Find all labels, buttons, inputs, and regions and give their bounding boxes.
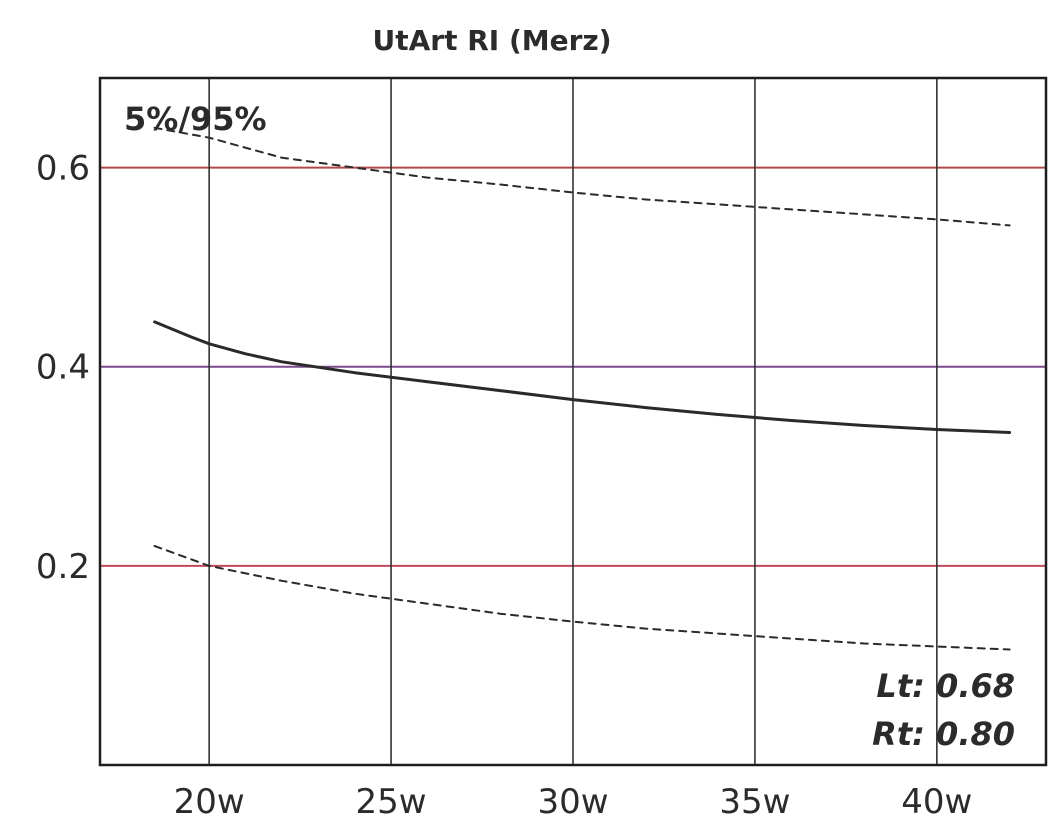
rt-annotation: Rt: 0.80 bbox=[872, 715, 1015, 753]
x-tick-label: 40w bbox=[901, 782, 972, 822]
x-tick-label: 35w bbox=[719, 782, 790, 822]
x-axis-ticks: 20w 25w 30w 35w 40w bbox=[174, 782, 973, 822]
percentile-annotation: 5%/95% bbox=[124, 100, 267, 138]
y-axis-ticks: 0.2 0.4 0.6 bbox=[36, 149, 90, 587]
x-tick-label: 30w bbox=[537, 782, 608, 822]
median-line bbox=[153, 320, 1012, 434]
x-tick-label: 25w bbox=[356, 782, 427, 822]
lt-annotation: Lt: 0.68 bbox=[876, 667, 1015, 705]
plot-frame bbox=[98, 76, 1048, 767]
percentile-line-2 bbox=[153, 545, 1011, 651]
percentile-line-0 bbox=[153, 126, 1011, 227]
grid bbox=[100, 78, 1046, 765]
y-tick-label: 0.2 bbox=[36, 547, 90, 587]
y-tick-label: 0.4 bbox=[36, 348, 90, 388]
series-layer bbox=[153, 126, 1012, 651]
y-tick-label: 0.6 bbox=[36, 149, 90, 189]
x-tick-label: 20w bbox=[174, 782, 245, 822]
chart-title: UtArt RI (Merz) bbox=[372, 24, 611, 57]
